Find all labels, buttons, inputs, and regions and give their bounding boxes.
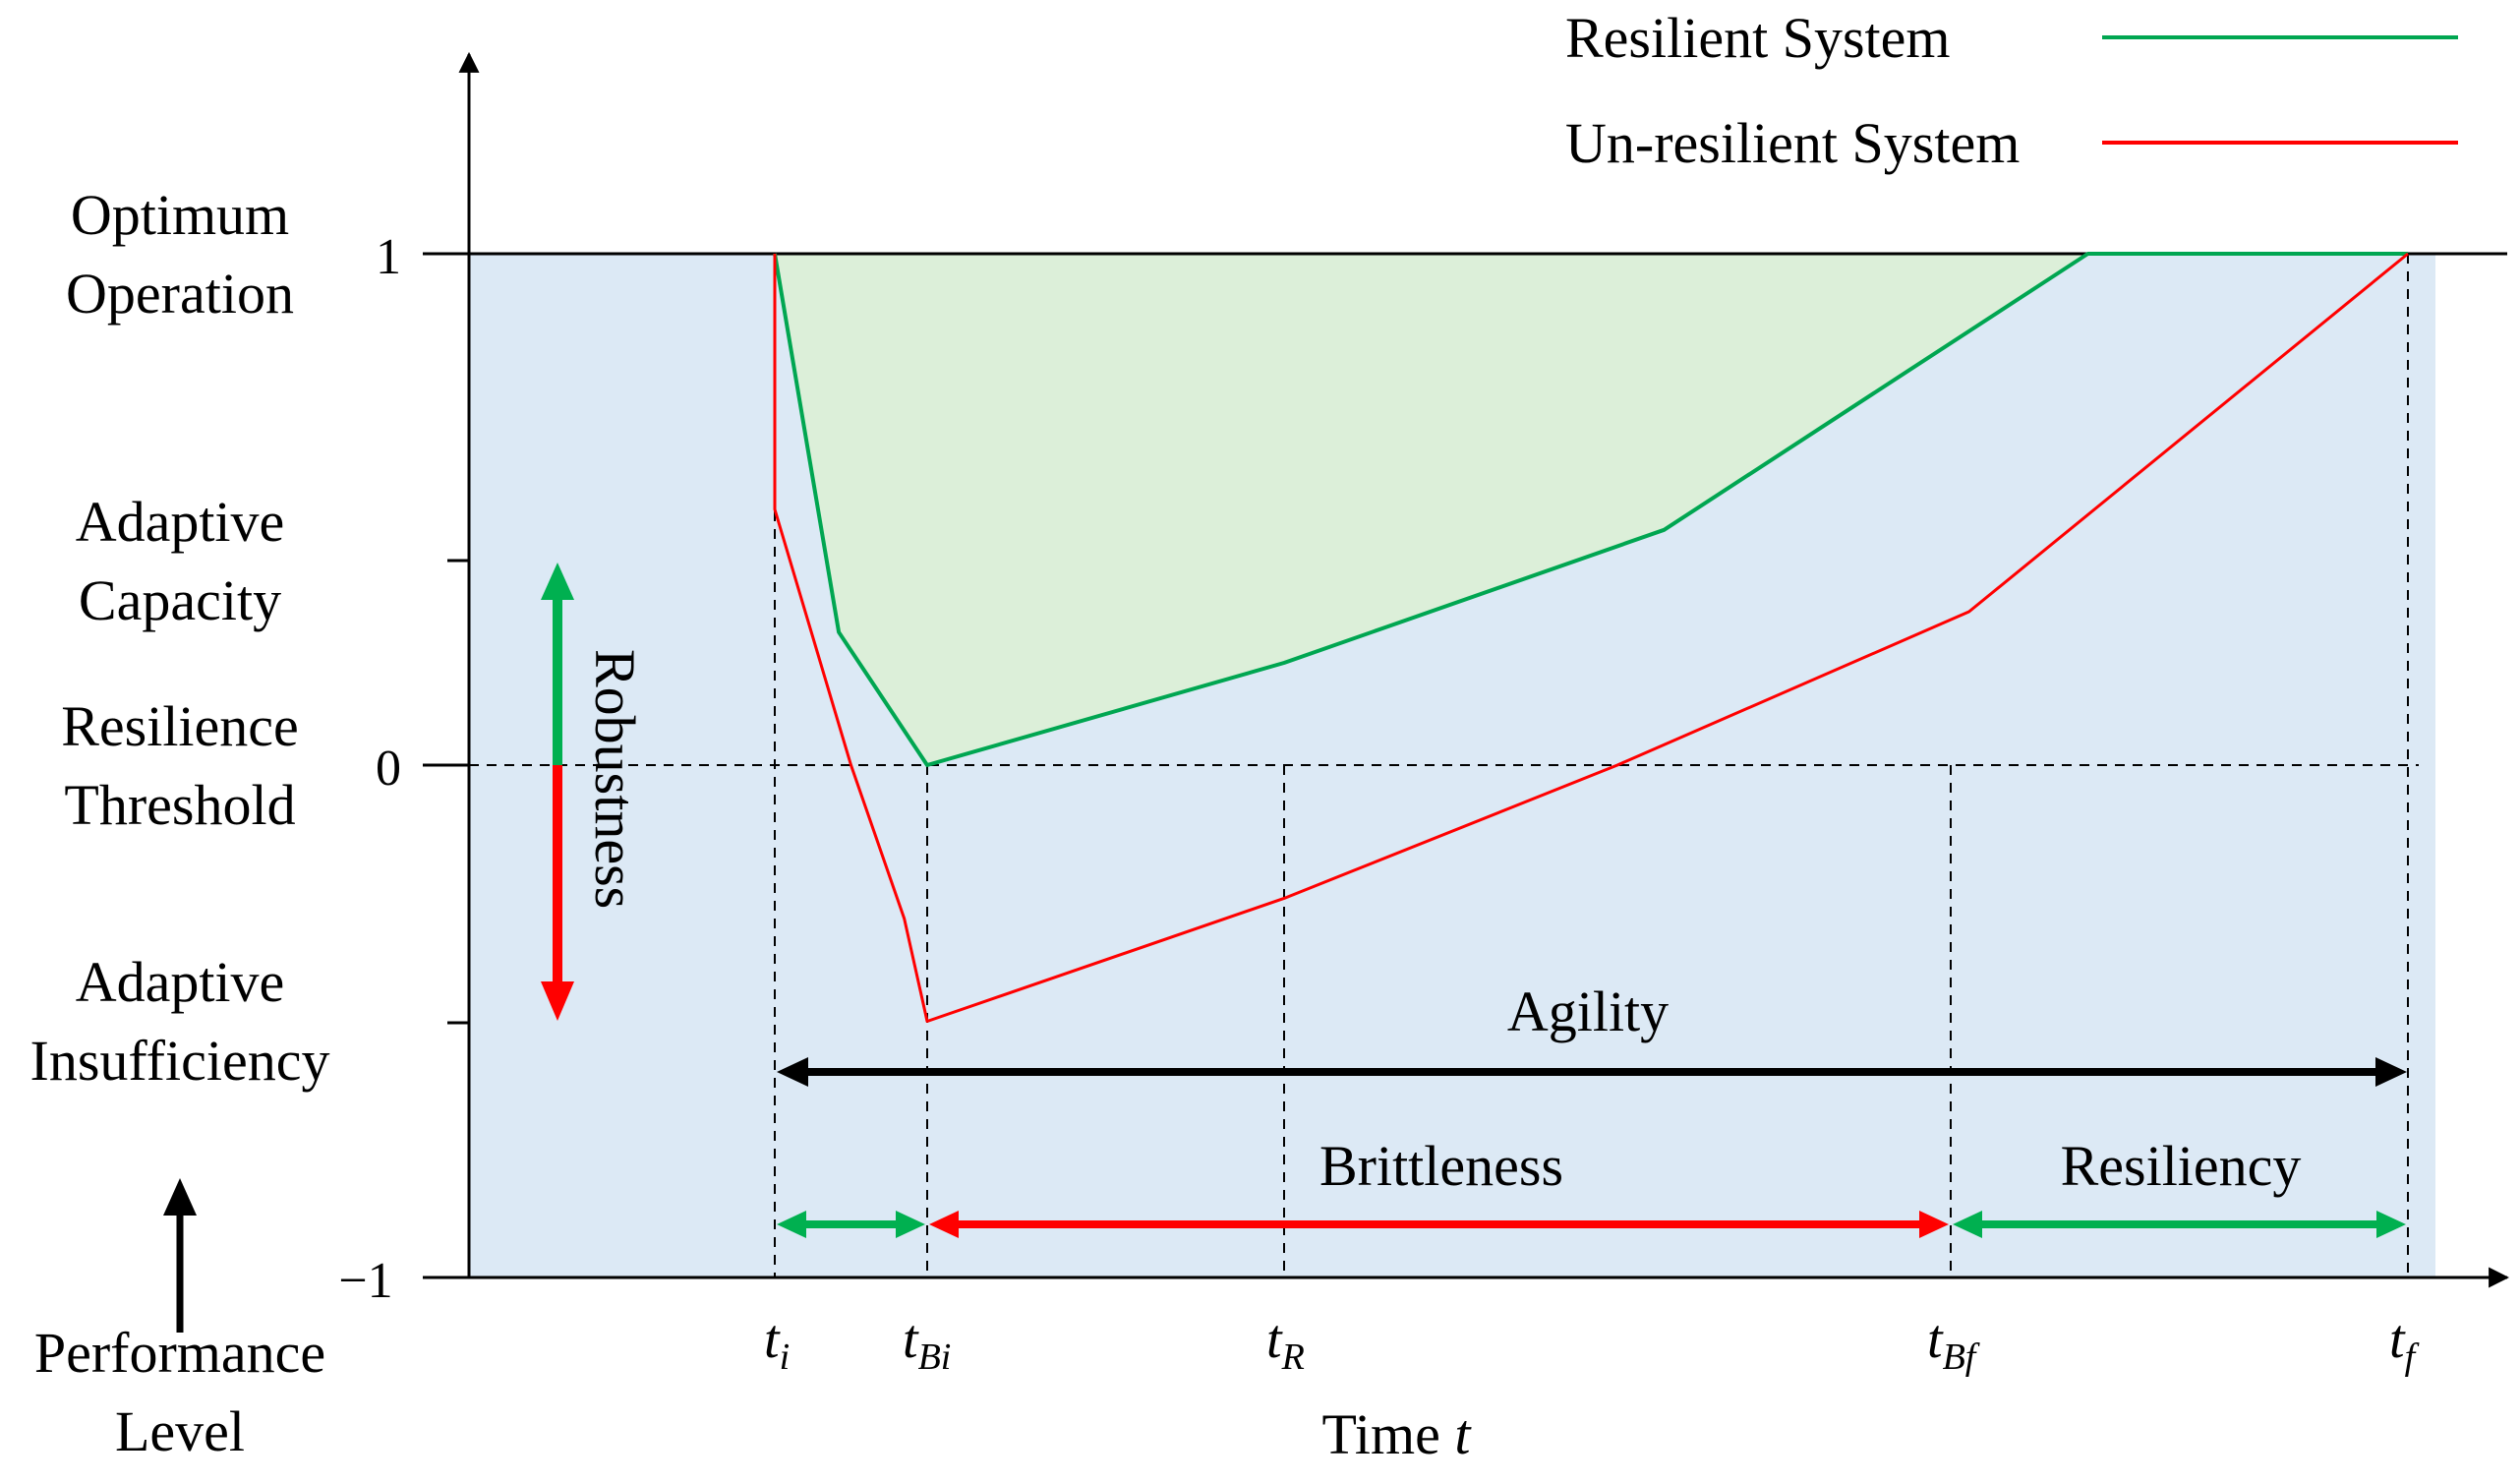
x-tick-t-bf-main: t [1927, 1309, 1944, 1370]
threshold-label-2: Threshold [64, 773, 295, 837]
unresilient-system-line [773, 252, 2409, 1023]
resiliency-arrow [1953, 1211, 2406, 1238]
adaptive-capacity-label-2: Capacity [79, 568, 281, 632]
x-axis-label: Time t [1322, 1402, 1473, 1466]
adaptive-capacity-label-1: Adaptive [76, 490, 285, 554]
agility-label: Agility [1507, 979, 1669, 1043]
x-tick-t-r-main: t [1266, 1309, 1283, 1370]
insufficiency-label-2: Insufficiency [30, 1029, 330, 1093]
performance-label-2: Level [115, 1399, 245, 1463]
x-tick-t-bi: tBi [903, 1309, 951, 1378]
x-tick-t-f-main: t [2389, 1309, 2406, 1370]
y-tick-label-0: 0 [376, 741, 401, 797]
robustness-label: Robustness [583, 649, 647, 909]
x-tick-t-f-sub: f [2405, 1336, 2420, 1378]
x-tick-t-i-main: t [764, 1309, 781, 1370]
x-tick-labels: ti tBi tR tBf tf [764, 1309, 2420, 1378]
x-tick-t-f: tf [2389, 1309, 2420, 1378]
robust-phase-arrow [777, 1211, 925, 1238]
x-tick-t-i: ti [764, 1309, 790, 1378]
x-tick-t-bi-main: t [903, 1309, 919, 1370]
x-tick-t-i-sub: i [780, 1336, 791, 1378]
x-axis-label-var: t [1454, 1402, 1472, 1466]
resilient-area [775, 254, 2088, 765]
brittleness-label: Brittleness [1319, 1134, 1563, 1198]
brittleness-arrow [929, 1211, 1949, 1238]
x-tick-t-bf: tBf [1927, 1309, 1980, 1378]
x-axis-label-text: Time [1322, 1402, 1440, 1466]
x-tick-t-bf-sub: Bf [1943, 1336, 1980, 1378]
y-tick-label-neg1: −1 [338, 1253, 392, 1309]
legend: Resilient System Un-resilient System [1565, 6, 2458, 175]
resiliency-label: Resiliency [2061, 1134, 2302, 1198]
level-labels: Optimum Operation Adaptive Capacity Resi… [30, 183, 330, 1463]
robustness-arrow [541, 563, 574, 1021]
optimum-label-2: Operation [66, 262, 294, 326]
agility-arrow [777, 1057, 2407, 1087]
threshold-label-1: Resilience [61, 694, 299, 758]
y-tick-label-1: 1 [376, 229, 401, 285]
legend-resilient-label: Resilient System [1565, 6, 1951, 70]
performance-up-arrow [163, 1178, 197, 1333]
resilient-system-line [773, 252, 2408, 767]
legend-unresilient-label: Un-resilient System [1565, 111, 2020, 175]
insufficiency-label-1: Adaptive [76, 950, 285, 1014]
x-tick-t-r-sub: R [1281, 1336, 1305, 1378]
optimum-label-1: Optimum [71, 183, 289, 247]
x-tick-t-r: tR [1266, 1309, 1305, 1378]
x-tick-t-bi-sub: Bi [918, 1336, 952, 1378]
